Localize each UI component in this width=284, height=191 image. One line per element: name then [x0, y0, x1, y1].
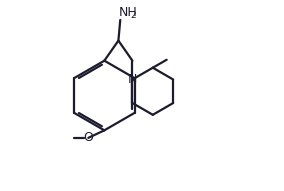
Text: N: N — [128, 73, 137, 86]
Text: 2: 2 — [131, 11, 136, 20]
Text: O: O — [83, 131, 93, 144]
Text: NH: NH — [118, 6, 137, 19]
